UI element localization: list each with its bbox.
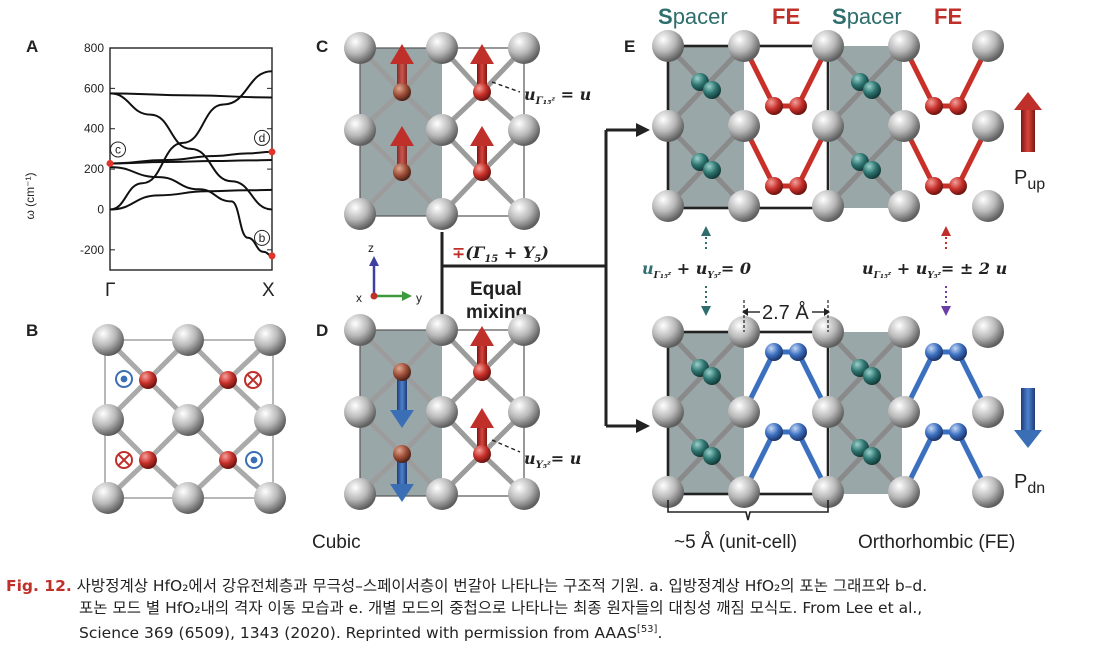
y-amplitude-label: uY₅ᶻ= u <box>524 449 581 471</box>
axis-x: x <box>356 291 362 305</box>
mode-label: b <box>259 231 266 245</box>
panel-e: E Spacer FE Spacer FE <box>624 4 1045 553</box>
phonon-branch <box>109 150 273 165</box>
panel-b-label: B <box>26 321 38 340</box>
orthorhombic-label: Orthorhombic (FE) <box>858 532 1015 553</box>
mode-label: c <box>115 142 121 156</box>
unit-cell-label: ~5 Å (unit-cell) <box>674 532 797 553</box>
gamma-amplitude-label: uΓ₁₅ᶻ = u <box>524 85 591 107</box>
dispersion-curves <box>109 70 273 257</box>
p-up-label: Pup <box>1014 167 1045 193</box>
mixing-formula: ∓(Γ15 + Y5) <box>452 243 549 265</box>
phonon-branch <box>109 188 273 211</box>
hf-atoms <box>344 314 540 510</box>
x-tick-x: X <box>262 280 275 301</box>
mixing-block: ∓(Γ15 + Y5) Equal mixing z x y <box>356 123 650 433</box>
panel-c: C uΓ₁₅ᶻ = u <box>316 32 591 230</box>
caption-line-2: 포논 모드 별 HfO₂내의 격자 이동 모습과 e. 개별 모드의 중첩으로 … <box>79 599 923 617</box>
spacer-header-2: Spacer <box>832 4 902 29</box>
mode-label-circle <box>254 129 270 146</box>
mode-label-circle <box>254 229 270 246</box>
y-axis-label: ω (cm⁻¹) <box>23 172 37 219</box>
phonon-branch <box>109 92 273 99</box>
cubic-label: Cubic <box>312 532 361 553</box>
x-tick-gamma: Γ <box>105 280 115 301</box>
structure-up <box>652 30 1004 222</box>
y-tick-label: 400 <box>84 122 104 136</box>
fe-equation: uΓ₁₅ᶻ + uY₅ᶻ= ± 2 u <box>862 259 1007 281</box>
mode-label: d <box>259 131 266 145</box>
axis-triad: z x y <box>356 241 422 305</box>
phonon-branch <box>109 159 273 165</box>
spacer-equation: uΓ₁₅ᶻ + uY₅ᶻ= 0 <box>642 259 751 281</box>
p-dn-arrow-icon <box>1014 388 1042 448</box>
mode-markers: c d b <box>106 129 276 260</box>
y-tick-label: 800 <box>84 41 104 55</box>
unit-cell-brace <box>667 500 829 521</box>
hf-atoms <box>344 32 540 230</box>
o-atoms <box>393 363 491 463</box>
hf-atoms <box>92 324 286 514</box>
o-atoms <box>393 83 491 181</box>
y-tick-label: 200 <box>84 162 104 176</box>
y-axis-ticks: 800 600 400 200 0 -200 <box>80 41 272 257</box>
y-tick-label: 0 <box>97 202 104 216</box>
displacement-arrows <box>390 326 494 502</box>
mode-point <box>268 148 276 156</box>
mode-label-circle <box>110 141 126 158</box>
axis-y: y <box>416 291 422 305</box>
figure: A 800 600 400 200 0 -200 c d b ω (cm⁻¹) Γ X B <box>23 4 1045 553</box>
p-up-arrow-icon <box>1014 92 1042 152</box>
mode-point <box>268 252 276 260</box>
reference-number: [53] <box>636 624 658 635</box>
fe-header-1: FE <box>772 4 800 29</box>
panel-a-label: A <box>26 37 38 56</box>
up-arrows <box>390 44 494 178</box>
panel-b: B <box>26 321 286 514</box>
figure-caption: Fig. 12. 사방정계상 HfO₂에서 강유전체층과 무극성–스페이서층이 … <box>0 575 1100 644</box>
y-tick-label: -200 <box>80 243 104 257</box>
panel-c-label: C <box>316 37 328 56</box>
fe-header-2: FE <box>934 4 962 29</box>
panel-e-label: E <box>624 37 635 56</box>
caption-line-3: Science 369 (6509), 1343 (2020). Reprint… <box>79 624 637 643</box>
caption-line-1: 사방정계상 HfO₂에서 강유전체층과 무극성–스페이서층이 번갈아 나타나는 … <box>71 577 928 595</box>
p-dn-label: Pdn <box>1014 471 1045 497</box>
distance-label: 2.7 Å <box>762 301 809 324</box>
panel-d-label: D <box>316 321 328 340</box>
structure-down <box>652 316 1004 508</box>
mode-point <box>106 159 114 167</box>
phonon-branch <box>109 70 273 211</box>
distance-marker: 2.7 Å <box>742 300 830 332</box>
panel-a: A 800 600 400 200 0 -200 c d b ω (cm⁻¹) Γ X <box>23 37 276 301</box>
out-of-plane-dot-icon <box>115 370 263 469</box>
connectors <box>701 226 951 316</box>
axis-z: z <box>368 241 374 255</box>
caption-end: . <box>657 624 663 643</box>
plot-frame <box>109 47 273 271</box>
phonon-branch <box>109 92 273 211</box>
panel-d: D uY₅ᶻ= u Cubic <box>312 314 581 553</box>
phonon-branch <box>109 166 273 257</box>
equal-label: Equal <box>470 279 522 300</box>
o-atoms <box>139 371 237 469</box>
spacer-header-1: Spacer <box>658 4 728 29</box>
into-plane-cross-icon <box>115 371 262 469</box>
y-tick-label: 600 <box>84 81 104 95</box>
figure-number: Fig. 12. <box>6 577 72 595</box>
mixing-label: mixing <box>466 302 527 323</box>
